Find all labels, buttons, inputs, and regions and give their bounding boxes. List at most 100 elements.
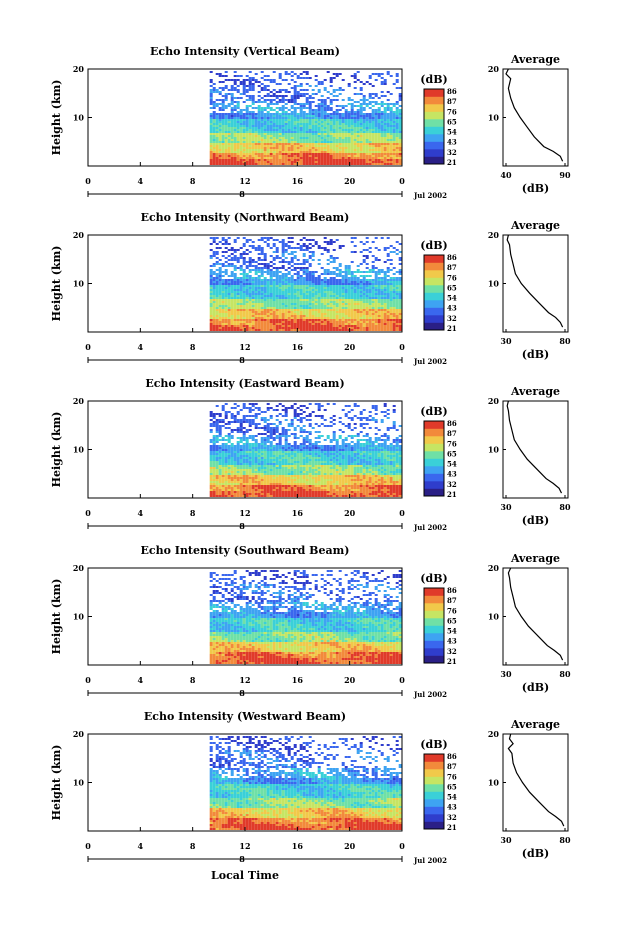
heatmap-cell: [320, 147, 324, 149]
heatmap-cell: [338, 139, 342, 141]
heatmap-cell: [362, 321, 366, 323]
heatmap-cell: [215, 257, 219, 259]
heatmap-cell: [338, 269, 342, 271]
heatmap-cell: [302, 89, 306, 91]
heatmap-cell: [305, 289, 309, 291]
heatmap-cell: [341, 287, 345, 289]
heatmap-cell: [299, 149, 303, 151]
heatmap-cell: [263, 259, 267, 261]
heatmap-cell: [230, 131, 234, 133]
heatmap-cell: [236, 163, 240, 165]
heatmap-cell: [287, 321, 291, 323]
heatmap-cell: [230, 323, 234, 325]
heatmap-cell: [308, 287, 312, 289]
heatmap-cell: [239, 289, 243, 291]
heatmap-cell: [290, 293, 294, 295]
heatmap-cell: [314, 127, 318, 129]
heatmap-cell: [323, 277, 327, 279]
heatmap-cell: [218, 117, 222, 119]
heatmap-cell: [218, 153, 222, 155]
heatmap-cell: [353, 129, 357, 131]
heatmap-cell: [359, 309, 363, 311]
heatmap-cell: [359, 133, 363, 135]
heatmap-cell: [326, 151, 330, 153]
heatmap-cell: [278, 161, 282, 163]
heatmap-cell: [221, 117, 225, 119]
heatmap-cell: [320, 99, 324, 101]
heatmap-cell: [257, 297, 261, 299]
heatmap-cell: [209, 297, 213, 299]
heatmap-cell: [233, 107, 237, 109]
heatmap-cell: [302, 255, 306, 257]
heatmap-cell: [266, 131, 270, 133]
heatmap-cell: [347, 299, 351, 301]
heatmap-cell: [344, 267, 348, 269]
heatmap-cell: [374, 143, 378, 145]
heatmap-cell: [209, 321, 213, 323]
heatmap-cell: [296, 307, 300, 309]
heatmap-cell: [233, 311, 237, 313]
heatmap-cell: [329, 85, 333, 87]
heatmap-cell: [323, 153, 327, 155]
heatmap-cell: [323, 143, 327, 145]
heatmap-cell: [377, 273, 381, 275]
heatmap-cell: [215, 435, 219, 437]
heatmap-cell: [347, 311, 351, 313]
heatmap-cell: [245, 149, 249, 151]
heatmap-cell: [374, 141, 378, 143]
heatmap-cell: [230, 259, 234, 261]
heatmap-cell: [371, 241, 375, 243]
heatmap-cell: [215, 275, 219, 277]
heatmap-cell: [395, 123, 399, 125]
heatmap-cell: [239, 449, 243, 451]
heatmap-cell: [380, 111, 384, 113]
heatmap-cell: [272, 147, 276, 149]
heatmap-cell: [224, 301, 228, 303]
heatmap-cell: [299, 267, 303, 269]
heatmap-cell: [362, 97, 366, 99]
heatmap-cell: [248, 105, 252, 107]
heatmap-cell: [389, 329, 393, 331]
heatmap-cell: [218, 293, 222, 295]
heatmap-cell: [308, 77, 312, 79]
heatmap-cell: [260, 123, 264, 125]
heatmap-cell: [209, 493, 213, 495]
heatmap-cell: [368, 325, 372, 327]
heatmap-cell: [287, 299, 291, 301]
heatmap-cell: [242, 281, 246, 283]
heatmap-cell: [245, 327, 249, 329]
heatmap-cell: [347, 307, 351, 309]
heatmap-cell: [377, 107, 381, 109]
heatmap-cell: [383, 247, 387, 249]
heatmap-cell: [329, 93, 333, 95]
heatmap-cell: [278, 267, 282, 269]
heatmap-cell: [386, 279, 390, 281]
heatmap-cell: [338, 295, 342, 297]
heatmap-cell: [335, 297, 339, 299]
heatmap-cell: [314, 75, 318, 77]
heatmap-cell: [236, 309, 240, 311]
heatmap-cell: [329, 117, 333, 119]
heatmap-cell: [299, 133, 303, 135]
heatmap-cell: [323, 161, 327, 163]
heatmap-cell: [374, 303, 378, 305]
heatmap-cell: [299, 107, 303, 109]
heatmap-cell: [323, 279, 327, 281]
heatmap-cell: [329, 143, 333, 145]
heatmap-cell: [305, 113, 309, 115]
heatmap-cell: [242, 141, 246, 143]
heatmap-cell: [374, 127, 378, 129]
heatmap-cell: [236, 295, 240, 297]
heatmap-cell: [392, 309, 396, 311]
heatmap-cell: [278, 99, 282, 101]
heatmap-cell: [308, 119, 312, 121]
heatmap-cell: [248, 79, 252, 81]
heatmap-cell: [290, 311, 294, 313]
heatmap-cell: [218, 297, 222, 299]
heatmap-cell: [389, 133, 393, 135]
heatmap-cell: [251, 97, 255, 99]
heatmap-cell: [395, 249, 399, 251]
heatmap-cell: [377, 315, 381, 317]
heatmap-cell: [230, 119, 234, 121]
heatmap-cell: [236, 287, 240, 289]
